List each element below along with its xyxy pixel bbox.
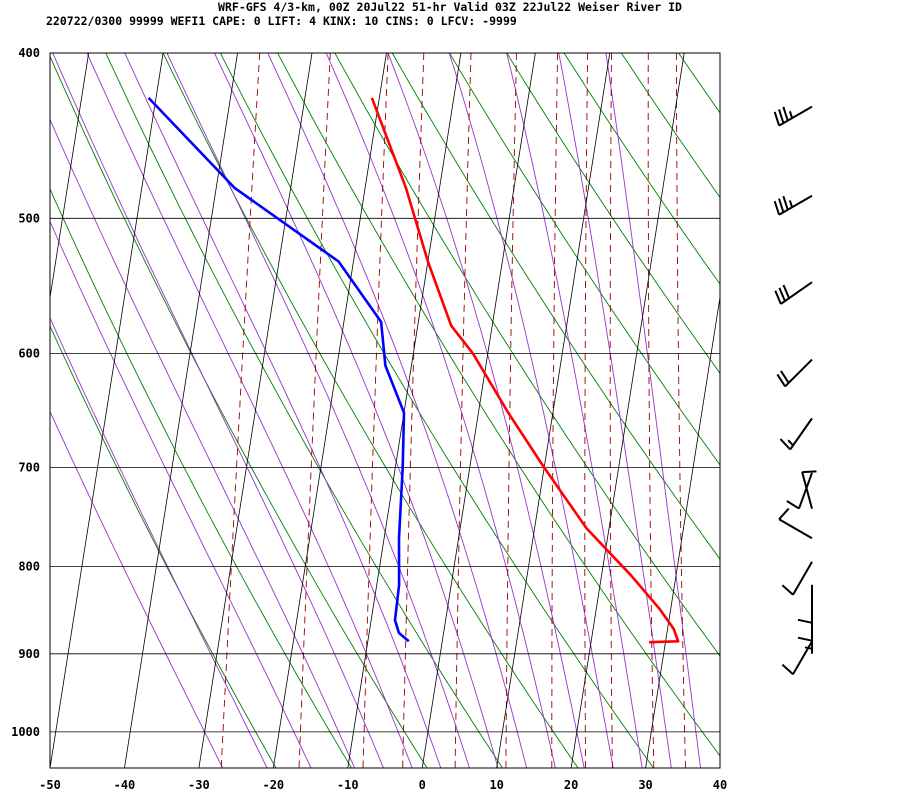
x-tick-label: 20 [564, 778, 578, 792]
isotherm-line [719, 765, 720, 768]
x-tick-label: 10 [489, 778, 503, 792]
isotherm-line [198, 53, 313, 768]
moist-adiabat-line [558, 53, 672, 768]
x-tick-label: 0 [419, 778, 426, 792]
dry-adiabat-line [391, 53, 720, 560]
moist-adiabat-line [166, 53, 470, 768]
isotherm-line [0, 53, 14, 768]
x-tick-label: 40 [713, 778, 727, 792]
dry-adiabat-line [50, 325, 277, 768]
dry-adiabat-line [563, 53, 720, 285]
dry-adiabat-line [50, 187, 352, 768]
mixing-ratio-line [220, 53, 261, 768]
isotherm-line [496, 53, 611, 768]
y-tick-label: 400 [18, 46, 40, 60]
wind-barb [781, 561, 813, 596]
moist-adiabat-line [124, 53, 442, 768]
x-tick-label: -30 [188, 778, 210, 792]
wind-barb [786, 472, 813, 510]
moist-adiabat-line [325, 53, 556, 768]
wind-barbs [773, 105, 817, 675]
wind-barb [773, 194, 813, 216]
dewpoint-profile [147, 97, 410, 643]
wind-barb [801, 470, 817, 510]
moist-adiabat-line [52, 53, 384, 768]
y-tick-label: 600 [18, 346, 40, 360]
wind-barb [797, 584, 813, 624]
mixing-ratio-line [298, 53, 331, 768]
dry-adiabat-line [620, 53, 720, 199]
isotherm-line [421, 53, 536, 768]
mixing-ratio-line [584, 53, 589, 768]
moist-adiabat-line [50, 316, 268, 768]
plot-frame [49, 52, 721, 769]
moist-adiabat-line [50, 118, 356, 768]
moist-adiabat-line [50, 410, 224, 768]
dry-adiabat-line [736, 53, 900, 768]
dry-adiabat-line [678, 53, 720, 114]
mixing-ratio-line [551, 53, 559, 768]
dry-adiabat-line [105, 53, 503, 768]
dry-adiabat-line [334, 53, 720, 657]
dry-adiabat-line [162, 53, 579, 768]
background-lines [50, 53, 900, 768]
mixing-ratio-line [402, 53, 425, 768]
x-tick-label: -20 [262, 778, 284, 792]
dry-adiabat-line [793, 53, 900, 768]
mixing-ratio-line [454, 53, 472, 768]
stability-indices: 220722/0300 99999 WEFI1 CAPE: 0 LIFT: 4 … [46, 14, 517, 28]
wind-barb [773, 105, 813, 127]
pressure-axis: 400 500 600 700 800 900 1000 [11, 46, 40, 739]
moist-adiabat-line [605, 53, 702, 768]
chart-title: WRF-GFS 4/3-km, 00Z 20Jul22 51-hr Valid … [218, 0, 682, 14]
moist-adiabat-line [448, 53, 614, 768]
isotherm-line [645, 294, 720, 768]
x-tick-label: -50 [39, 778, 61, 792]
isotherm-line [50, 53, 90, 300]
dry-adiabat-line [506, 53, 720, 375]
mixing-ratio-line [609, 53, 613, 768]
y-tick-label: 700 [18, 461, 40, 475]
x-tick-label: -10 [337, 778, 359, 792]
isotherm-line [50, 53, 164, 768]
y-tick-label: 500 [18, 211, 40, 225]
dry-adiabat-line [449, 53, 720, 466]
dry-adiabat-line [50, 55, 428, 768]
isobar-isotherm-grid [0, 52, 720, 768]
moist-adiabat-line [387, 53, 585, 768]
x-tick-label: -40 [114, 778, 136, 792]
wind-barb [778, 507, 813, 540]
wind-barb [781, 640, 813, 675]
wind-barb [774, 281, 813, 305]
temperature-axis: -50 -40 -30 -20 -10 0 10 20 30 40 [39, 778, 727, 792]
moist-adiabat-line [267, 53, 528, 768]
moist-adiabat-line [506, 53, 643, 768]
dry-adiabat-line [277, 53, 720, 757]
moist-adiabat-line [213, 53, 499, 768]
y-tick-label: 900 [18, 647, 40, 661]
isotherm-line [272, 53, 387, 768]
y-tick-label: 800 [18, 560, 40, 574]
wind-barb [779, 417, 813, 451]
moist-adiabat-line [50, 220, 312, 768]
moist-adiabat-line [86, 53, 413, 768]
isotherm-line [570, 53, 685, 768]
dry-adiabat-line [851, 53, 900, 768]
wind-barb [776, 358, 813, 388]
dry-adiabat-line [219, 53, 654, 768]
sounding-profiles [147, 97, 680, 644]
y-tick-label: 1000 [11, 725, 40, 739]
x-tick-label: 30 [638, 778, 652, 792]
temperature-profile [370, 97, 680, 644]
